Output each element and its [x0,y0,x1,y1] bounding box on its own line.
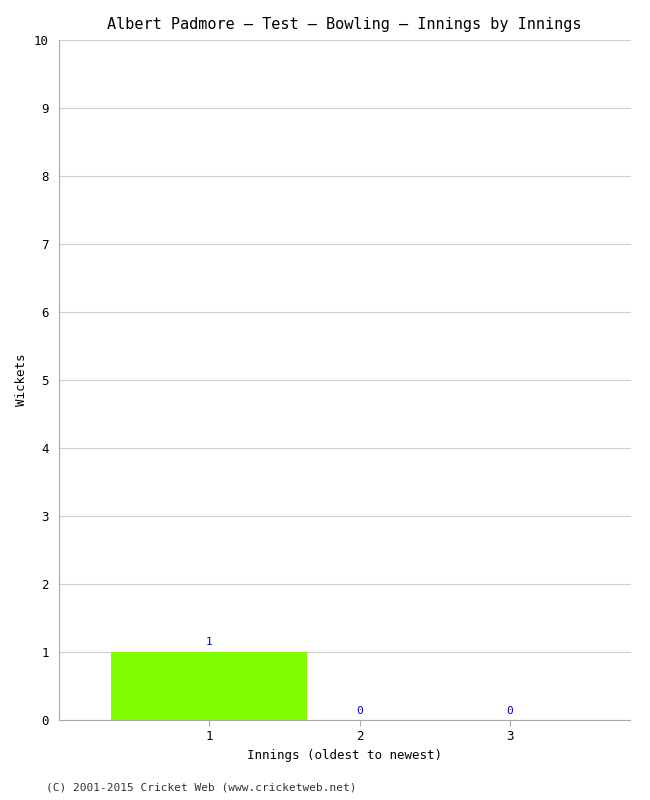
X-axis label: Innings (oldest to newest): Innings (oldest to newest) [247,749,442,762]
Y-axis label: Wickets: Wickets [15,354,28,406]
Text: (C) 2001-2015 Cricket Web (www.cricketweb.net): (C) 2001-2015 Cricket Web (www.cricketwe… [46,782,356,792]
Text: 0: 0 [356,706,363,716]
Text: 1: 1 [205,637,213,646]
Text: 0: 0 [507,706,514,716]
Bar [111,652,307,720]
Title: Albert Padmore – Test – Bowling – Innings by Innings: Albert Padmore – Test – Bowling – Inning… [107,17,582,32]
